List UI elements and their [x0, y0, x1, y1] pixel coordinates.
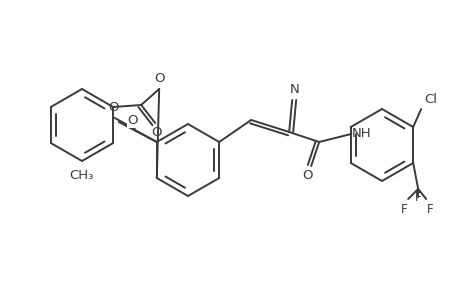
- Text: N: N: [289, 83, 298, 96]
- Text: O: O: [129, 114, 139, 127]
- Text: CH₃: CH₃: [69, 169, 93, 182]
- Text: O: O: [151, 126, 161, 139]
- Text: O: O: [108, 101, 119, 114]
- Text: F: F: [426, 203, 432, 216]
- Text: F: F: [414, 191, 420, 204]
- Text: Cl: Cl: [423, 93, 436, 106]
- Text: F: F: [400, 203, 407, 216]
- Text: O: O: [127, 114, 138, 127]
- Text: O: O: [154, 72, 164, 85]
- Text: O: O: [301, 169, 312, 182]
- Text: NH: NH: [352, 127, 371, 140]
